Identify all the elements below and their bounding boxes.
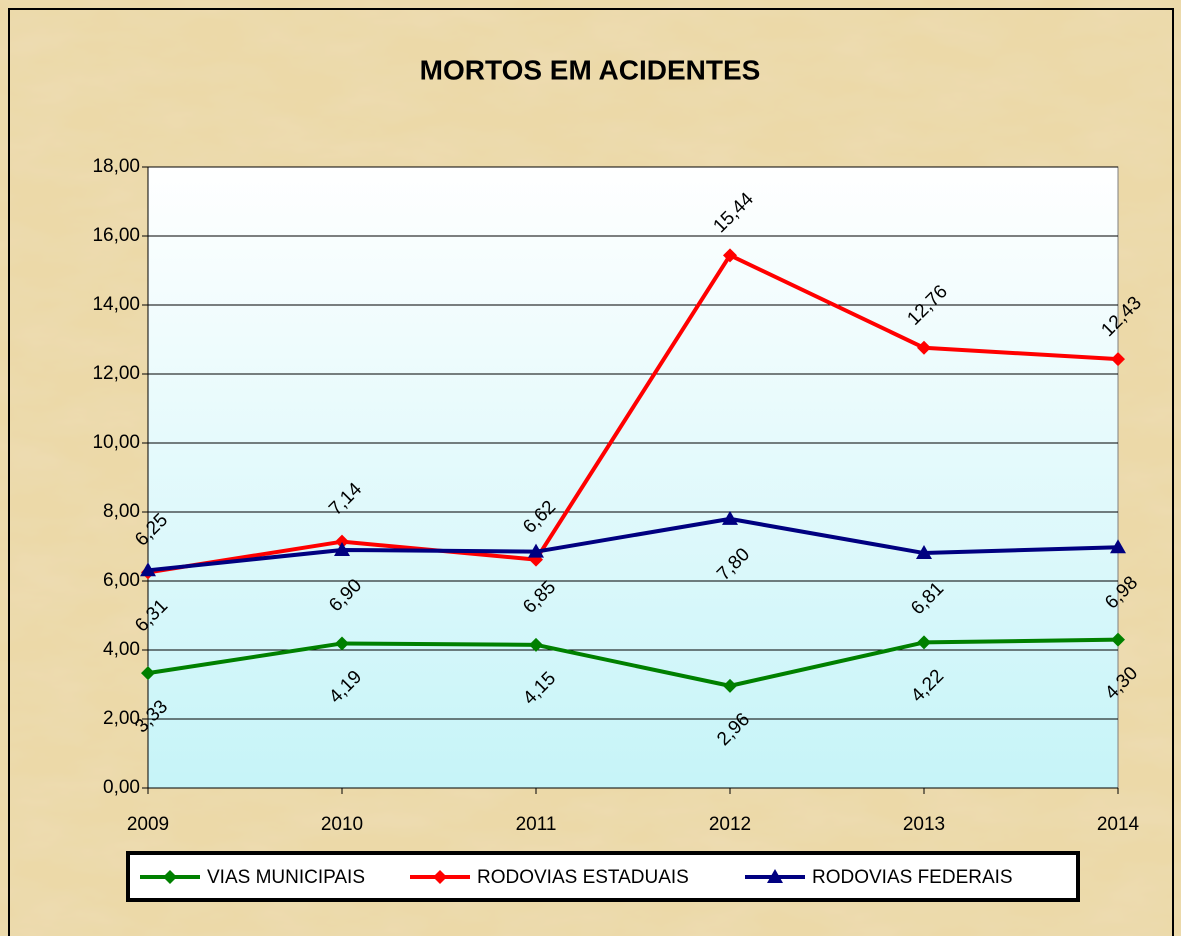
y-tick-label: 12,00: [92, 363, 140, 384]
x-tick-label: 2013: [903, 814, 945, 835]
series-line: [147, 516, 1119, 573]
data-point: [335, 534, 349, 549]
legend-label: VIAS MUNICIPAIS: [207, 867, 365, 888]
plot-area: [147, 166, 1119, 789]
data-point: [917, 340, 931, 355]
data-point: [1111, 352, 1125, 367]
legend-label: RODOVIAS ESTADUAIS: [477, 867, 689, 888]
legend: [126, 851, 1080, 902]
data-point: [723, 248, 737, 263]
y-tick-label: 2,00: [103, 708, 140, 729]
x-tick-label: 2014: [1097, 814, 1140, 835]
data-point: [1111, 632, 1125, 647]
series-line: [147, 253, 1119, 575]
data-point: [723, 678, 737, 693]
legend-marker: [433, 870, 447, 884]
data-point: [334, 541, 350, 556]
data-point: [917, 635, 931, 650]
y-tick-label: 6,00: [103, 570, 140, 591]
data-point: [335, 636, 349, 651]
data-point: [916, 545, 932, 560]
chart-border: [8, 8, 1174, 936]
x-tick-label: 2010: [321, 814, 363, 835]
legend-label: RODOVIAS FEDERAIS: [812, 867, 1013, 888]
y-tick-label: 0,00: [103, 777, 140, 798]
chart-title: MORTOS EM ACIDENTES: [420, 54, 761, 85]
y-tick-label: 16,00: [92, 225, 140, 246]
data-point: [140, 562, 156, 577]
y-tick-label: 14,00: [92, 294, 140, 315]
data-point: [1110, 539, 1126, 554]
y-tick-label: 8,00: [103, 501, 140, 522]
data-point: [141, 666, 155, 681]
data-point: [529, 637, 543, 652]
data-point: [528, 543, 544, 558]
y-tick-label: 4,00: [103, 639, 140, 660]
y-tick-label: 18,00: [92, 156, 140, 177]
legend-marker: [767, 869, 783, 883]
x-tick-label: 2009: [127, 814, 169, 835]
legend-marker: [163, 870, 177, 884]
x-tick-label: 2011: [516, 814, 557, 835]
x-tick-label: 2012: [709, 814, 751, 835]
data-point: [722, 510, 738, 525]
series-line: [147, 637, 1119, 688]
y-tick-label: 10,00: [92, 432, 140, 453]
